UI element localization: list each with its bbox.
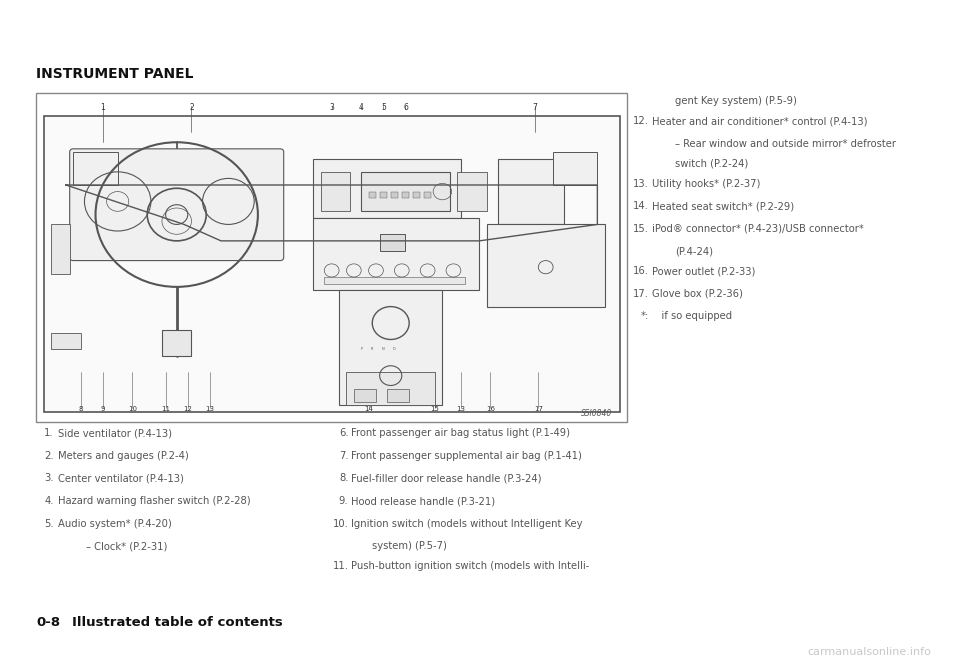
Text: 10: 10 xyxy=(128,406,137,412)
Text: 8: 8 xyxy=(79,406,83,412)
Polygon shape xyxy=(66,185,597,356)
Text: 12.: 12. xyxy=(633,116,649,126)
Text: 11.: 11. xyxy=(332,561,348,571)
Text: Power outlet (P.2-33): Power outlet (P.2-33) xyxy=(652,266,756,276)
Bar xyxy=(321,172,350,211)
Text: Meters and gauges (P.2-4): Meters and gauges (P.2-4) xyxy=(58,451,188,461)
Text: Glove box (P.2-36): Glove box (P.2-36) xyxy=(652,289,743,299)
Text: 2.: 2. xyxy=(44,451,54,461)
Text: 5: 5 xyxy=(381,103,386,112)
Polygon shape xyxy=(66,185,597,241)
Bar xyxy=(457,172,487,211)
Text: Ignition switch (models without Intelligent Key: Ignition switch (models without Intellig… xyxy=(351,519,583,529)
Text: 17: 17 xyxy=(534,406,542,412)
Bar xyxy=(51,224,70,274)
Text: 2: 2 xyxy=(189,103,194,112)
Text: Hazard warning flasher switch (P.2-28): Hazard warning flasher switch (P.2-28) xyxy=(58,496,251,506)
Text: SSI0840: SSI0840 xyxy=(581,409,612,418)
Text: *:: *: xyxy=(640,311,649,321)
Text: D: D xyxy=(393,347,396,351)
Text: 4.: 4. xyxy=(44,496,54,506)
Text: Illustrated table of contents: Illustrated table of contents xyxy=(72,616,283,629)
Text: P: P xyxy=(360,347,362,351)
Text: 13: 13 xyxy=(205,406,214,412)
Text: 16.: 16. xyxy=(633,266,649,276)
Text: Fuel-filler door release handle (P.3-24): Fuel-filler door release handle (P.3-24) xyxy=(351,473,541,483)
Text: 9.: 9. xyxy=(339,496,348,506)
Text: 4: 4 xyxy=(359,103,364,112)
Bar xyxy=(162,329,191,356)
Text: – Clock* (P.2-31): – Clock* (P.2-31) xyxy=(86,541,168,551)
Text: 12: 12 xyxy=(183,406,192,412)
FancyBboxPatch shape xyxy=(70,149,284,260)
Bar xyxy=(402,191,409,198)
Text: 0-8: 0-8 xyxy=(36,616,60,629)
Bar xyxy=(487,224,605,307)
Text: 8.: 8. xyxy=(339,473,348,483)
Bar xyxy=(339,290,443,405)
Text: 9: 9 xyxy=(101,406,106,412)
Text: Heated seat switch* (P.2-29): Heated seat switch* (P.2-29) xyxy=(652,201,794,211)
Text: Audio system* (P.4-20): Audio system* (P.4-20) xyxy=(58,519,171,529)
Text: 14: 14 xyxy=(364,406,373,412)
Text: switch (P.2-24): switch (P.2-24) xyxy=(675,159,748,169)
Text: 6.: 6. xyxy=(339,428,348,438)
Bar xyxy=(379,191,387,198)
Text: R: R xyxy=(371,347,373,351)
Text: 6: 6 xyxy=(403,103,408,112)
Text: 13.: 13. xyxy=(633,179,649,189)
Text: 17.: 17. xyxy=(633,289,649,299)
Text: 14.: 14. xyxy=(633,201,649,211)
Text: 3: 3 xyxy=(329,103,334,112)
Bar xyxy=(36,93,627,422)
Text: Push-button ignition switch (models with Intelli-: Push-button ignition switch (models with… xyxy=(351,561,589,571)
Bar xyxy=(354,389,376,402)
Text: system) (P.5-7): system) (P.5-7) xyxy=(372,541,447,551)
Text: Center ventilator (P.4-13): Center ventilator (P.4-13) xyxy=(58,473,183,483)
Bar xyxy=(73,152,118,185)
Bar xyxy=(347,373,435,405)
Text: gent Key system) (P.5-9): gent Key system) (P.5-9) xyxy=(675,96,797,106)
Bar xyxy=(387,389,409,402)
Text: 16: 16 xyxy=(486,406,494,412)
Text: – Rear window and outside mirror* defroster: – Rear window and outside mirror* defros… xyxy=(675,139,896,149)
Text: NISSAN: NISSAN xyxy=(169,212,184,216)
Bar xyxy=(313,218,479,290)
Text: Side ventilator (P.4-13): Side ventilator (P.4-13) xyxy=(58,428,172,438)
Text: Front passenger supplemental air bag (P.1-41): Front passenger supplemental air bag (P.… xyxy=(351,451,582,461)
Text: 7.: 7. xyxy=(339,451,348,461)
Bar xyxy=(497,159,564,224)
Text: 11: 11 xyxy=(161,406,170,412)
Text: carmanualsonline.info: carmanualsonline.info xyxy=(807,647,931,657)
Text: 1: 1 xyxy=(101,103,106,112)
Text: (P.4-24): (P.4-24) xyxy=(675,246,713,256)
Bar xyxy=(553,152,597,185)
Text: 13: 13 xyxy=(456,406,466,412)
Text: Heater and air conditioner* control (P.4-13): Heater and air conditioner* control (P.4… xyxy=(652,116,867,126)
Text: 1.: 1. xyxy=(44,428,54,438)
Text: 15.: 15. xyxy=(633,224,649,234)
Bar xyxy=(51,333,81,349)
Text: 7: 7 xyxy=(532,103,537,112)
Bar xyxy=(424,191,431,198)
Bar xyxy=(313,159,461,218)
Text: Hood release handle (P.3-21): Hood release handle (P.3-21) xyxy=(351,496,495,506)
Bar xyxy=(369,191,376,198)
Bar xyxy=(361,172,449,211)
Text: INSTRUMENT PANEL: INSTRUMENT PANEL xyxy=(36,67,194,81)
Text: Utility hooks* (P.2-37): Utility hooks* (P.2-37) xyxy=(652,179,760,189)
Text: 15: 15 xyxy=(431,406,440,412)
Text: 3.: 3. xyxy=(44,473,54,483)
Bar xyxy=(379,234,405,251)
Text: N: N xyxy=(382,347,385,351)
Bar xyxy=(413,191,420,198)
Text: iPod® connector* (P.4-23)/USB connector*: iPod® connector* (P.4-23)/USB connector* xyxy=(652,224,864,234)
Bar xyxy=(391,191,398,198)
Text: 10.: 10. xyxy=(332,519,348,529)
Text: Front passenger air bag status light (P.1-49): Front passenger air bag status light (P.… xyxy=(351,428,570,438)
Text: if so equipped: if so equipped xyxy=(652,311,732,321)
Text: 5.: 5. xyxy=(44,519,54,529)
Bar xyxy=(324,277,465,284)
